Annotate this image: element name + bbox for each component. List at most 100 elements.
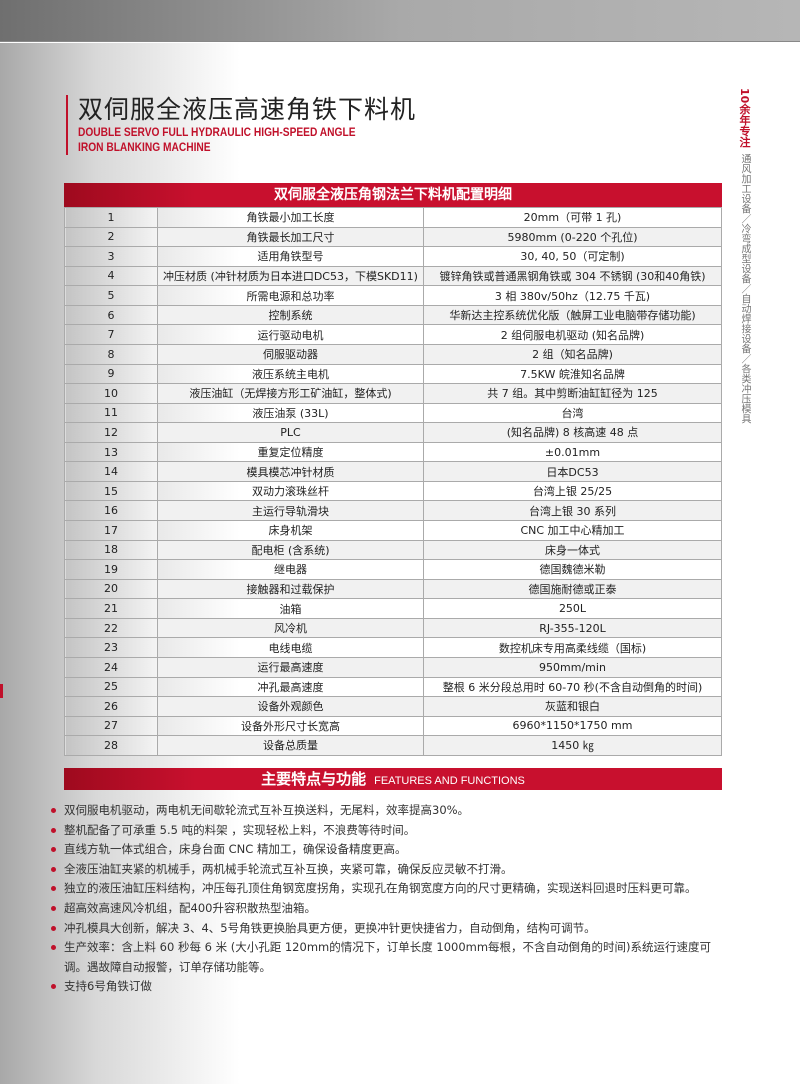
table-row: 14 模具模芯冲针材质 日本DC53 — [64, 461, 722, 482]
spec-item: 适用角铁型号 — [157, 246, 424, 267]
spec-value: 1450 ㎏ — [423, 735, 722, 756]
spec-value: (知名品牌) 8 核高速 48 点 — [423, 422, 722, 443]
row-number: 11 — [64, 402, 158, 424]
table-row: 12 PLC (知名品牌) 8 核高速 48 点 — [64, 422, 722, 443]
spec-value: 共 7 组。其中剪断油缸缸径为 125 — [423, 383, 722, 404]
row-number: 5 — [64, 285, 158, 306]
table-row: 16 主运行导轨滑块 台湾上银 30 系列 — [64, 500, 722, 521]
table-row: 2 角铁最长加工尺寸 5980mm (0-220 个孔位) — [64, 226, 722, 248]
spec-value: RJ-355-120L — [423, 617, 722, 639]
row-number: 10 — [64, 383, 158, 404]
spec-item: 液压油缸（无焊接方形工矿油缸，整体式) — [157, 383, 424, 404]
spec-item: 运行驱动电机 — [157, 324, 424, 345]
page-title-en-1: DOUBLE SERVO FULL HYDRAULIC HIGH-SPEED A… — [78, 125, 356, 139]
spec-value: 2 组（知名品牌) — [423, 343, 722, 365]
spec-item: 接触器和过载保护 — [157, 578, 424, 600]
spec-item: 重复定位精度 — [157, 441, 424, 463]
title-block: 双伺服全液压高速角铁下料机 DOUBLE SERVO FULL HYDRAULI… — [66, 95, 416, 155]
table-row: 24 运行最高速度 950mm/min — [64, 656, 722, 678]
spec-value: 950mm/min — [423, 656, 722, 678]
table-row: 18 配电柜 (含系统) 床身一体式 — [64, 539, 722, 561]
row-number: 23 — [64, 637, 158, 658]
table-row: 13 重复定位精度 ±0.01mm — [64, 441, 722, 463]
row-number: 17 — [64, 520, 158, 541]
table-row: 4 冲压材质 (冲针材质为日本进口DC53，下模SKD11) 镀锌角铁或普通黑钢角铁… — [64, 265, 722, 287]
spec-item: 主运行导轨滑块 — [157, 500, 424, 521]
feature-item: 冲孔模具大创新，解决 3、4、5号角铁更换胎具更方便，更换冲针更快捷省力，自动倒… — [50, 919, 730, 939]
spec-item: 冲压材质 (冲针材质为日本进口DC53，下模SKD11) — [157, 265, 424, 287]
table-row: 7 运行驱动电机 2 组伺服电机驱动 (知名品牌) — [64, 324, 722, 345]
spec-item: 伺服驱动器 — [157, 343, 424, 365]
row-number: 1 — [64, 207, 158, 228]
spec-value: 台湾 — [423, 402, 722, 424]
spec-value: 灰蓝和银白 — [423, 696, 722, 717]
table-row: 11 液压油泵 (33L) 台湾 — [64, 402, 722, 424]
row-number: 3 — [64, 246, 158, 267]
spec-value: ±0.01mm — [423, 441, 722, 463]
table-row: 9 液压系统主电机 7.5KW 皖淮知名品牌 — [64, 363, 722, 385]
spec-item: 设备外观颜色 — [157, 696, 424, 717]
spec-item: 所需电源和总功率 — [157, 285, 424, 306]
row-number: 7 — [64, 324, 158, 345]
spec-value: 德国施耐德或正泰 — [423, 578, 722, 600]
table-row: 15 双动力滚珠丝杆 台湾上银 25/25 — [64, 480, 722, 502]
row-number: 13 — [64, 441, 158, 463]
spec-value: 台湾上银 30 系列 — [423, 500, 722, 521]
spec-value: 20mm（可带 1 孔) — [423, 207, 722, 228]
edge-marker — [0, 684, 3, 698]
spec-item: 液压系统主电机 — [157, 363, 424, 385]
table-row: 25 冲孔最高速度 整根 6 米分段总用时 60-70 秒(不含自动倒角的时间) — [64, 676, 722, 698]
row-number: 25 — [64, 676, 158, 698]
spec-value: 整根 6 米分段总用时 60-70 秒(不含自动倒角的时间) — [423, 676, 722, 698]
spec-value: 250L — [423, 598, 722, 619]
page-title: 双伺服全液压高速角铁下料机 — [78, 95, 417, 124]
side-text: 通风加工设备／冷弯成型设备／自动焊接设备／各类冲压模具 — [739, 153, 750, 424]
row-number: 27 — [64, 715, 158, 737]
features-title-cn: 主要特点与功能 — [261, 770, 367, 788]
top-band — [0, 0, 800, 42]
spec-value: 2 组伺服电机驱动 (知名品牌) — [423, 324, 722, 345]
row-number: 26 — [64, 696, 158, 717]
features-title-en: FEATURES AND FUNCTIONS — [374, 775, 525, 787]
row-number: 2 — [64, 226, 158, 248]
spec-item: 双动力滚珠丝杆 — [157, 480, 424, 502]
table-row: 21 油箱 250L — [64, 598, 722, 619]
spec-table: 1 角铁最小加工长度 20mm（可带 1 孔) 2 角铁最长加工尺寸 5980mm (0-… — [64, 207, 722, 756]
spec-item: 角铁最小加工长度 — [157, 207, 424, 228]
spec-item: 设备外形尺寸长宽高 — [157, 715, 424, 737]
table-row: 19 继电器 德国魏德米勒 — [64, 559, 722, 580]
spec-table-title: 双伺服全液压角钢法兰下料机配置明细 — [64, 183, 722, 207]
table-row: 28 设备总质量 1450 ㎏ — [64, 735, 722, 756]
table-row: 1 角铁最小加工长度 20mm（可带 1 孔) — [64, 207, 722, 228]
row-number: 24 — [64, 656, 158, 678]
spec-item: 电线电缆 — [157, 637, 424, 658]
spec-item: 角铁最长加工尺寸 — [157, 226, 424, 248]
feature-item: 直线方轨一体式组合，床身台面 CNC 精加工，确保设备精度更高。 — [50, 840, 730, 860]
spec-value: 数控机床专用高柔线缆（国标) — [423, 637, 722, 658]
table-row: 3 适用角铁型号 30, 40, 50（可定制) — [64, 246, 722, 267]
row-number: 12 — [64, 422, 158, 443]
feature-item: 整机配备了可承重 5.5 吨的料架 ，实现轻松上料，不浪费等待时间。 — [50, 821, 730, 841]
table-row: 26 设备外观颜色 灰蓝和银白 — [64, 696, 722, 717]
table-row: 20 接触器和过载保护 德国施耐德或正泰 — [64, 578, 722, 600]
spec-value: 30, 40, 50（可定制) — [423, 246, 722, 267]
row-number: 22 — [64, 617, 158, 639]
spec-item: 床身机架 — [157, 520, 424, 541]
spec-value: 7.5KW 皖淮知名品牌 — [423, 363, 722, 385]
spec-value: 镀锌角铁或普通黑钢角铁或 304 不锈钢 (30和40角铁) — [423, 265, 722, 287]
row-number: 15 — [64, 480, 158, 502]
spec-item: PLC — [157, 422, 424, 443]
row-number: 18 — [64, 539, 158, 561]
spec-item: 配电柜 (含系统) — [157, 539, 424, 561]
feature-item: 超高效高速风冷机组，配400升容积散热型油箱。 — [50, 899, 730, 919]
feature-item: 双伺服电机驱动，两电机无间歇轮流式互补互换送料，无尾料，效率提高30%。 — [50, 801, 730, 821]
page-title-en-2: IRON BLANKING MACHINE — [78, 140, 211, 154]
side-tagline: 10余年专注 通风加工设备／冷弯成型设备／自动焊接设备／各类冲压模具 — [734, 88, 754, 424]
spec-value: 床身一体式 — [423, 539, 722, 561]
spec-item: 冲孔最高速度 — [157, 676, 424, 698]
feature-item: 独立的液压油缸压料结构，冲压每孔顶住角钢宽度拐角，实现孔在角钢宽度方向的尺寸更精… — [50, 879, 730, 899]
spec-value: 华新达主控系统优化版（触屏工业电脑带存储功能) — [423, 304, 722, 326]
spec-value: 5980mm (0-220 个孔位) — [423, 226, 722, 248]
feature-item: 支持6号角铁订做 — [50, 977, 730, 997]
row-number: 16 — [64, 500, 158, 521]
